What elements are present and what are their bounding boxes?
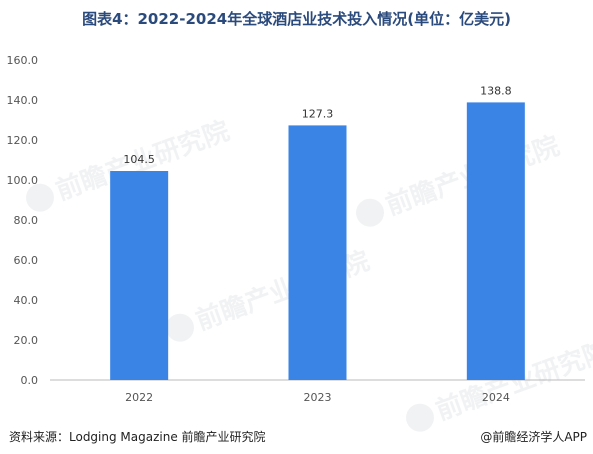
y-tick-label: 140.0 bbox=[7, 94, 39, 107]
y-axis: 0.0 20.0 40.0 60.0 80.0 100.0 120.0 140.0 160.0 bbox=[7, 54, 39, 387]
y-tick-label: 60.0 bbox=[14, 254, 39, 267]
y-tick-label: 120.0 bbox=[7, 134, 39, 147]
y-tick-label: 20.0 bbox=[14, 334, 39, 347]
chart-title: 图表4：2022-2024年全球酒店业技术投入情况(单位：亿美元) bbox=[82, 10, 511, 28]
source-note: 资料来源：Lodging Magazine 前瞻产业研究院 bbox=[9, 430, 266, 444]
y-tick-label: 100.0 bbox=[7, 174, 39, 187]
bar-2024 bbox=[466, 102, 525, 381]
watermark-logo-icon bbox=[166, 313, 195, 342]
y-tick-label: 80.0 bbox=[14, 214, 39, 227]
bar-2022 bbox=[110, 171, 169, 380]
data-label-2024: 138.8 bbox=[480, 84, 512, 97]
x-axis: 2022 2023 2024 bbox=[125, 391, 510, 404]
data-label-2022: 104.5 bbox=[123, 153, 155, 166]
brand-credit: @前瞻经济学人APP bbox=[480, 430, 587, 444]
x-tick-label-2024: 2024 bbox=[482, 391, 510, 404]
watermark-logo-icon bbox=[26, 183, 55, 212]
watermark-logo-icon bbox=[406, 403, 435, 432]
bar-2023 bbox=[288, 125, 347, 381]
y-tick-label: 0.0 bbox=[21, 374, 39, 387]
watermark: 前瞻产业研究院 bbox=[356, 130, 563, 227]
y-tick-label: 40.0 bbox=[14, 294, 39, 307]
bar-series: 104.5 127.3 138.8 bbox=[110, 84, 525, 381]
y-tick-label: 160.0 bbox=[7, 54, 39, 67]
watermark-logo-icon bbox=[356, 198, 385, 227]
x-tick-label-2023: 2023 bbox=[304, 391, 332, 404]
data-label-2023: 127.3 bbox=[302, 107, 334, 120]
x-tick-label-2022: 2022 bbox=[125, 391, 153, 404]
